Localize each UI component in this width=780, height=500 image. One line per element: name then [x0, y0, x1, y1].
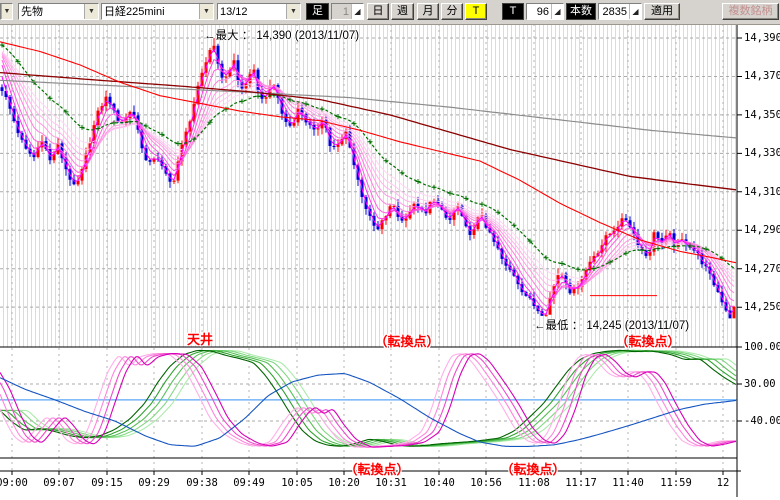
period-day-button[interactable]: 日 [367, 3, 389, 20]
instrument-type-combo[interactable]: 先物 ▼ [18, 3, 99, 20]
period-week-button[interactable]: 週 [391, 3, 414, 20]
price-axis-label: 14,350 [744, 109, 780, 121]
tick-count-spinner[interactable]: 96 ◢ [526, 3, 564, 20]
price-axis-label: 14,370 [744, 70, 780, 82]
price-axis-label: 14,290 [744, 224, 780, 236]
spinner-grip-icon[interactable]: ◢ [629, 4, 641, 19]
chevron-down-icon[interactable]: ▼ [1, 4, 12, 19]
chart-application-window: ▼ 先物 ▼ 日経225mini ▼ 13/12 ▼ 足 1 ◢ 日 週 月 分… [0, 0, 780, 500]
bar-count-value: 2835 [599, 4, 629, 19]
oscillator-axis-label: 30.00 [744, 378, 776, 390]
time-axis-label: 09:49 [233, 477, 265, 489]
price-axis-label: 14,270 [744, 263, 780, 275]
interval-value: 1 [332, 4, 351, 19]
time-axis-label: 09:38 [186, 477, 218, 489]
price-chart-svg [0, 0, 780, 500]
symbol-value: 日経225mini [102, 4, 199, 19]
label-turning-point-3: （転換点） [344, 459, 409, 478]
annotation-max-price: ←最大 ： 14,390 (2013/11/07) [204, 27, 359, 43]
instrument-type-value: 先物 [19, 4, 84, 19]
chevron-down-icon[interactable]: ▼ [286, 4, 300, 19]
price-axis-label: 14,330 [744, 147, 780, 159]
label-turning-point-2: （転換点） [615, 331, 680, 350]
time-axis-label: 11:40 [612, 477, 644, 489]
chevron-down-icon[interactable]: ▼ [199, 4, 213, 19]
label-turning-point-4: （転換点） [500, 459, 565, 478]
bar-count-label: 本数 [566, 3, 596, 20]
time-axis-label: 10:20 [328, 477, 360, 489]
oscillator-axis-label: -40.00 [744, 415, 780, 427]
price-axis-label: 14,310 [744, 186, 780, 198]
oscillator-axis-label: 100.00 [744, 341, 780, 353]
time-axis-label: 11:17 [565, 477, 597, 489]
contract-month-combo[interactable]: 13/12 ▼ [217, 3, 301, 20]
spinner-grip-icon[interactable]: ◢ [551, 4, 563, 19]
chevron-down-icon[interactable]: ▼ [84, 4, 98, 19]
time-axis-label: 10:40 [423, 477, 455, 489]
time-axis-label: 10:31 [375, 477, 407, 489]
period-tick-button[interactable]: T [465, 3, 487, 20]
time-axis-label: 10:05 [281, 477, 313, 489]
time-axis-label: 12 [717, 477, 730, 489]
tick-count-label: T [502, 3, 524, 20]
time-axis-label: 09:29 [138, 477, 170, 489]
label-ceiling: 天井 [187, 329, 213, 348]
time-axis-label: 09:00 [0, 477, 28, 489]
label-turning-point-1: （転換点） [374, 331, 439, 350]
bar-type-label: 足 [306, 3, 329, 20]
period-minute-button[interactable]: 分 [441, 3, 463, 20]
time-axis-label: 11:08 [518, 477, 550, 489]
price-axis-label: 14,250 [744, 301, 780, 313]
time-axis-label: 09:15 [91, 477, 123, 489]
toolbar: ▼ 先物 ▼ 日経225mini ▼ 13/12 ▼ 足 1 ◢ 日 週 月 分… [0, 0, 780, 25]
apply-button[interactable]: 適用 [644, 3, 680, 20]
bar-count-spinner[interactable]: 2835 ◢ [598, 3, 642, 20]
partial-combo-dropdown[interactable]: ▼ [0, 3, 13, 20]
period-month-button[interactable]: 月 [417, 3, 439, 20]
time-axis-label: 09:07 [43, 477, 75, 489]
multi-symbol-button[interactable]: 複数銘柄 [722, 3, 779, 20]
symbol-combo[interactable]: 日経225mini ▼ [101, 3, 214, 20]
tick-count-value: 96 [527, 4, 551, 19]
price-axis-label: 14,390 [744, 32, 780, 44]
spinner-grip-icon[interactable]: ◢ [351, 4, 363, 19]
interval-spinner[interactable]: 1 ◢ [331, 3, 364, 20]
time-axis-label: 10:56 [470, 477, 502, 489]
contract-month-value: 13/12 [218, 4, 286, 19]
time-axis-label: 11:59 [660, 477, 692, 489]
